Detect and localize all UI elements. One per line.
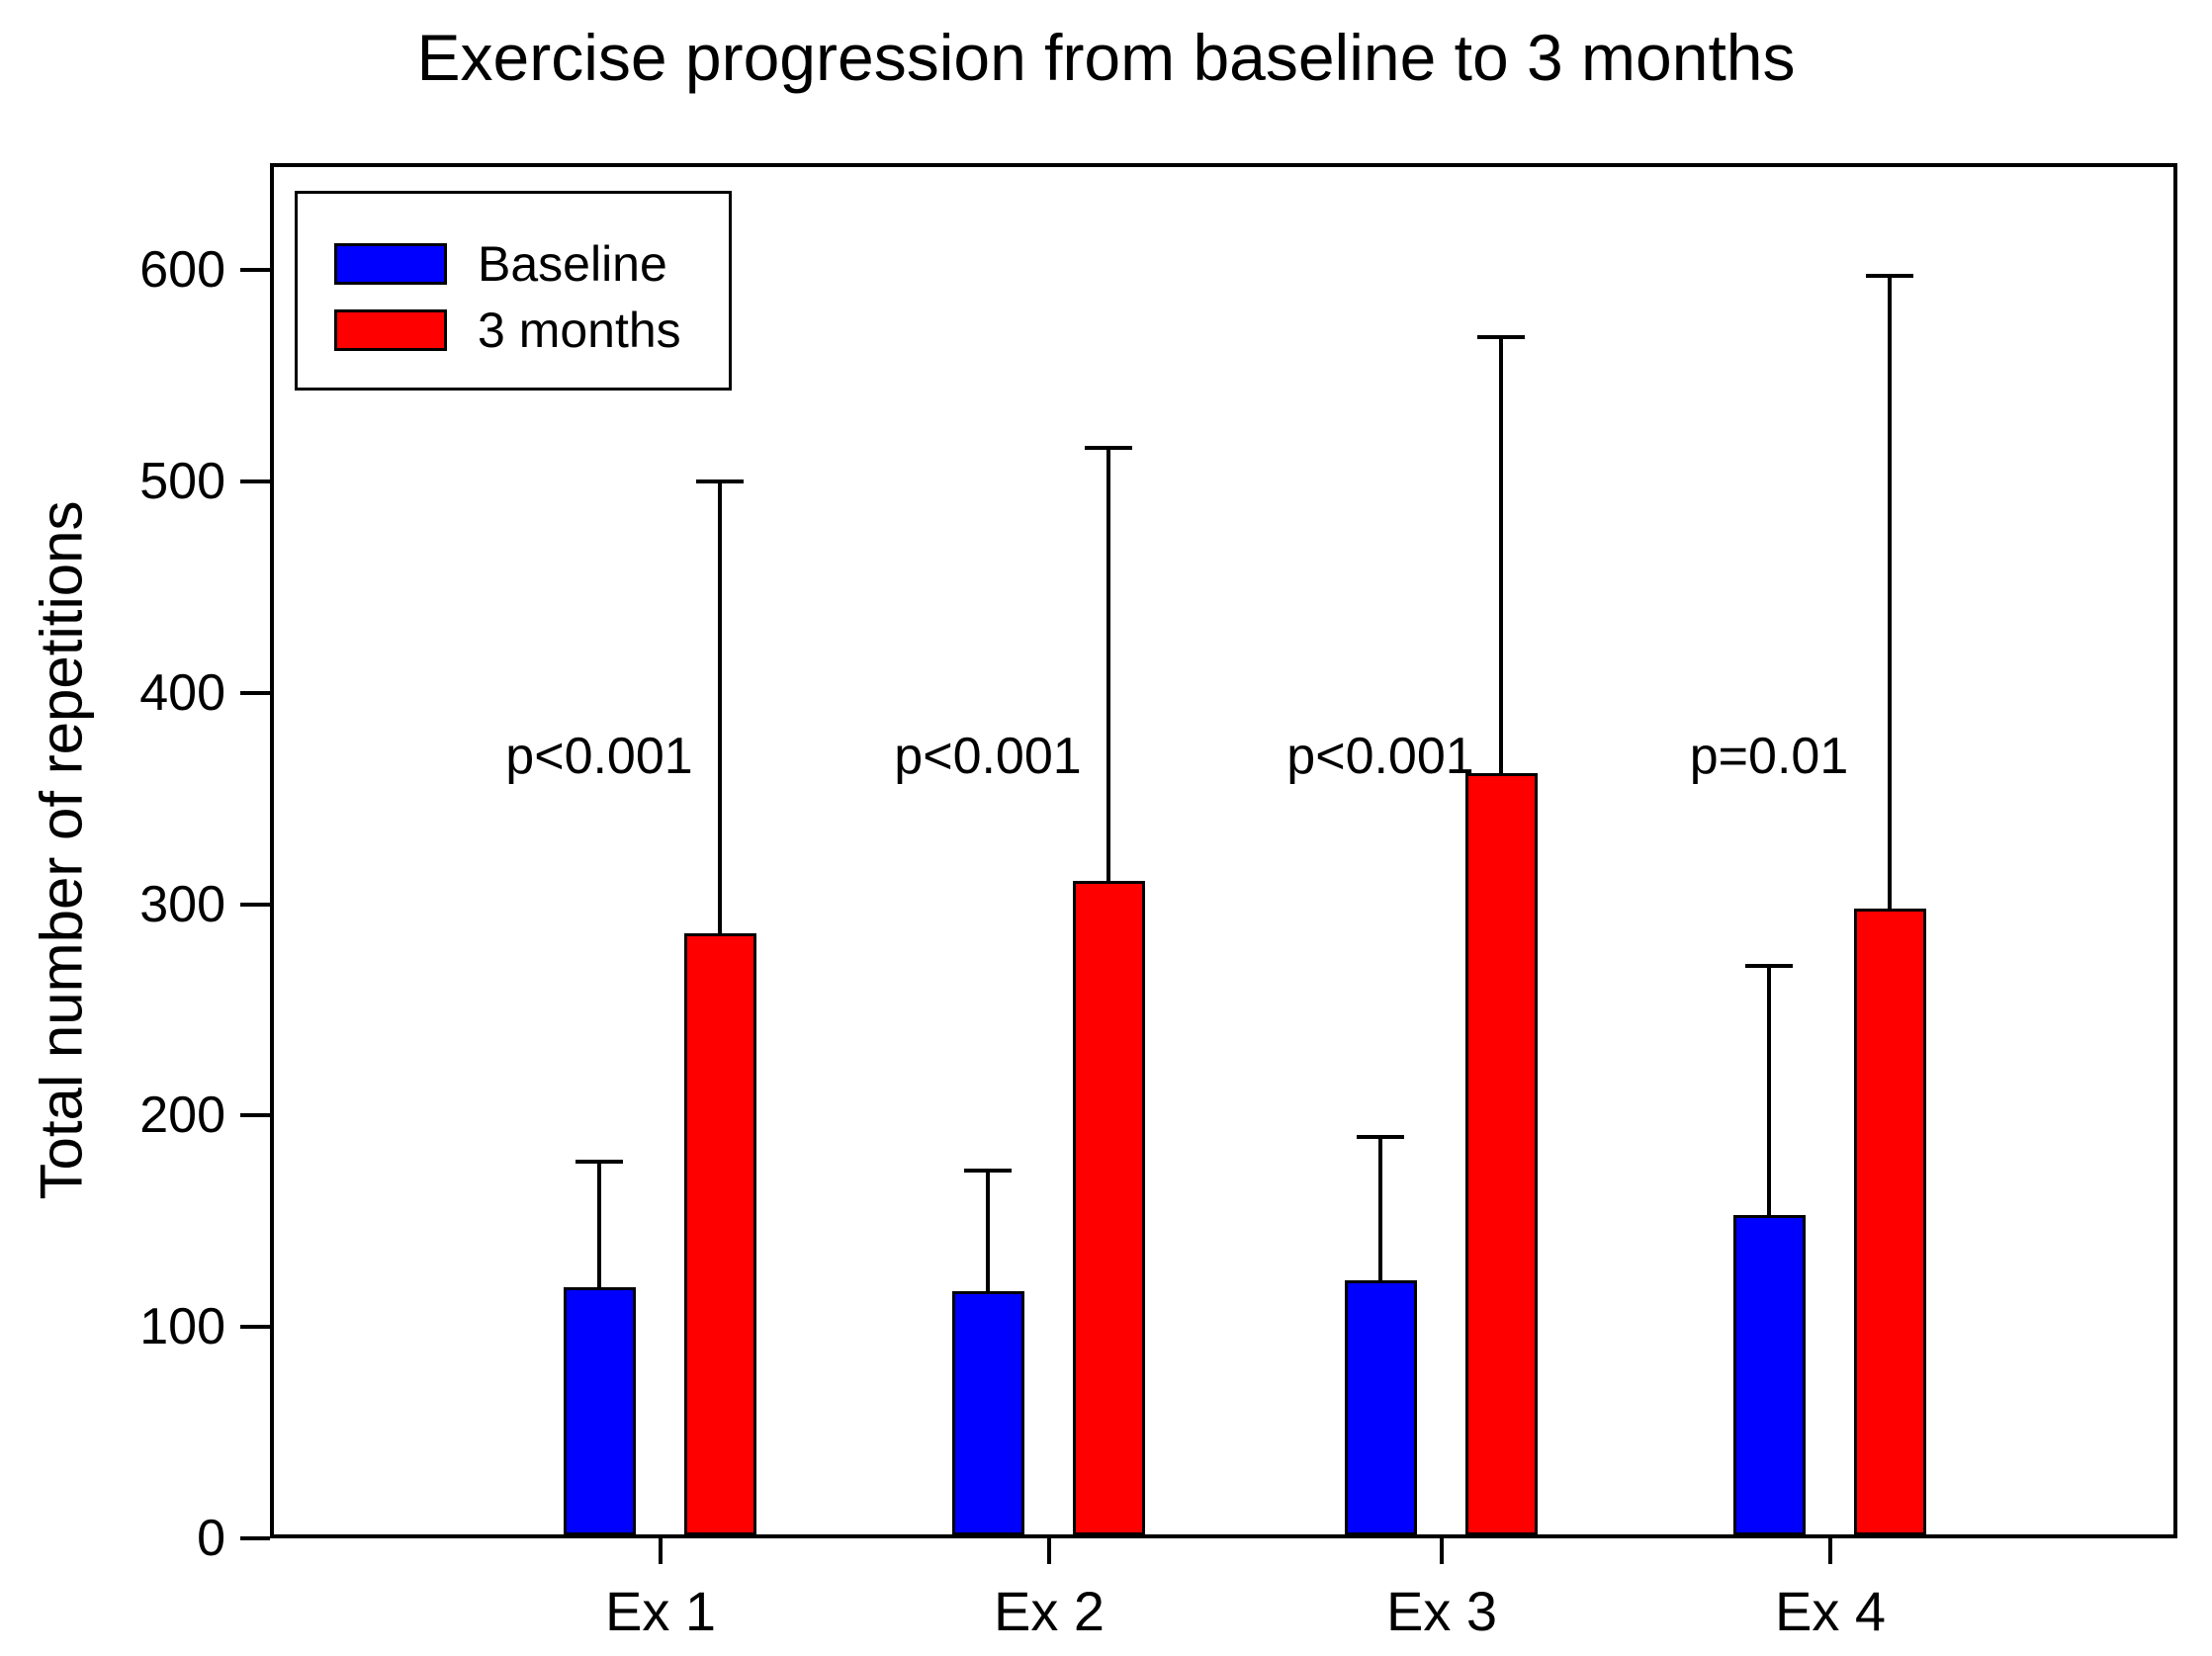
error-cap-baseline-ex-4 (1745, 963, 1793, 968)
error-bar-3-months-ex-2 (1106, 447, 1110, 885)
x-tick-mark (1440, 1538, 1444, 1564)
x-category-label-ex-4: Ex 4 (1774, 1580, 1887, 1642)
p-value-label-ex-4: p=0.01 (1689, 728, 1849, 785)
error-bar-3-months-ex-4 (1888, 276, 1892, 913)
legend: Baseline 3 months (295, 191, 732, 391)
p-value-label-ex-2: p<0.001 (894, 728, 1082, 785)
error-bar-baseline-ex-4 (1767, 965, 1771, 1219)
p-value-label-ex-1: p<0.001 (505, 728, 693, 785)
legend-swatch-3-months (334, 309, 447, 351)
x-category-label-ex-1: Ex 1 (604, 1580, 717, 1642)
error-bar-baseline-ex-3 (1378, 1136, 1382, 1285)
error-cap-3-months-ex-3 (1477, 335, 1525, 340)
x-tick-mark (659, 1538, 663, 1564)
y-tick-label: 300 (139, 875, 225, 933)
error-cap-3-months-ex-2 (1085, 445, 1132, 450)
y-tick-mark (240, 690, 270, 695)
bar-3-months-ex-1 (684, 933, 756, 1535)
y-tick-mark (240, 1325, 270, 1330)
error-bar-baseline-ex-1 (597, 1162, 601, 1291)
x-category-label-ex-3: Ex 3 (1385, 1580, 1498, 1642)
bar-baseline-ex-4 (1733, 1214, 1806, 1535)
chart-title: Exercise progression from baseline to 3 … (416, 21, 1796, 94)
plot-area (270, 163, 2177, 1538)
y-tick-mark (240, 479, 270, 483)
legend-label-3-months: 3 months (478, 303, 681, 358)
p-value-label-ex-3: p<0.001 (1286, 728, 1474, 785)
y-tick-label: 100 (139, 1298, 225, 1356)
y-tick-label: 400 (139, 663, 225, 722)
legend-label-baseline: Baseline (478, 236, 667, 292)
y-tick-label: 200 (139, 1087, 225, 1145)
error-cap-baseline-ex-3 (1357, 1134, 1404, 1139)
error-cap-baseline-ex-1 (575, 1160, 623, 1165)
bar-3-months-ex-4 (1854, 908, 1926, 1535)
error-bar-baseline-ex-2 (986, 1170, 990, 1295)
bar-baseline-ex-1 (564, 1286, 636, 1535)
bar-3-months-ex-3 (1465, 772, 1538, 1535)
x-tick-mark (1828, 1538, 1832, 1564)
y-tick-label: 600 (139, 241, 225, 299)
y-tick-mark (240, 1113, 270, 1118)
bar-baseline-ex-2 (952, 1290, 1024, 1535)
error-bar-3-months-ex-3 (1499, 337, 1503, 777)
error-bar-3-months-ex-1 (718, 480, 722, 938)
error-cap-baseline-ex-2 (964, 1168, 1012, 1173)
y-tick-mark (240, 902, 270, 907)
bar-3-months-ex-2 (1073, 880, 1145, 1535)
y-tick-label: 0 (197, 1510, 225, 1567)
error-cap-3-months-ex-4 (1866, 274, 1913, 279)
legend-swatch-baseline (334, 243, 447, 285)
x-category-label-ex-2: Ex 2 (993, 1580, 1106, 1642)
error-cap-3-months-ex-1 (696, 479, 744, 483)
y-tick-mark (240, 268, 270, 272)
x-tick-mark (1047, 1538, 1051, 1564)
y-tick-label: 500 (139, 452, 225, 510)
bar-baseline-ex-3 (1345, 1280, 1417, 1535)
y-tick-mark (240, 1536, 270, 1540)
